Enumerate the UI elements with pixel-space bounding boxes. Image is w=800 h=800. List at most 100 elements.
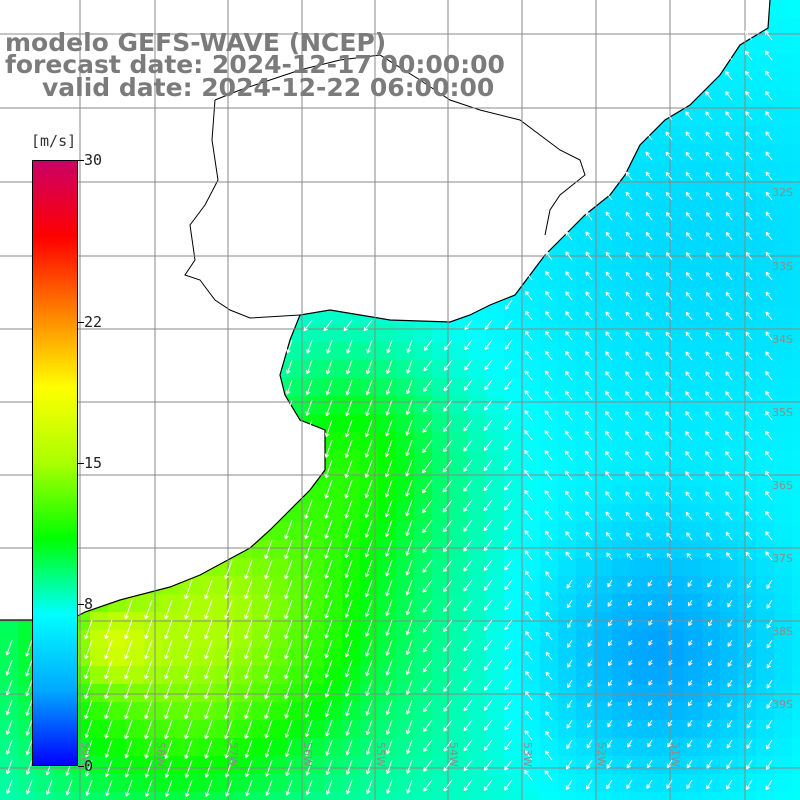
wind-arrow <box>344 479 353 499</box>
wind-speed-cell <box>252 576 271 595</box>
wind-speed-cell <box>468 630 487 649</box>
wind-arrow <box>365 739 373 755</box>
wind-speed-cell <box>738 720 757 739</box>
wind-speed-cell <box>306 522 325 541</box>
wind-speed-cell <box>252 648 271 667</box>
wind-arrow <box>645 291 653 301</box>
wind-speed-cell <box>360 594 379 613</box>
wind-speed-cell <box>522 648 541 667</box>
wind-arrow <box>605 351 613 361</box>
wind-speed-cell <box>36 774 55 793</box>
wind-arrow <box>65 779 73 796</box>
wind-speed-cell <box>144 738 163 757</box>
wind-arrow <box>645 351 653 361</box>
wind-arrow <box>746 759 753 770</box>
wind-arrow <box>184 679 193 700</box>
wind-arrow <box>725 252 733 261</box>
wind-arrow <box>727 619 733 628</box>
wind-speed-cell <box>720 252 739 271</box>
wind-arrow <box>745 231 753 241</box>
wind-speed-cell <box>486 558 505 577</box>
wind-arrow <box>264 679 273 700</box>
wind-speed-cell <box>144 594 163 613</box>
wind-arrow <box>667 579 673 587</box>
wind-arrow <box>524 350 533 361</box>
wind-arrow <box>344 619 353 638</box>
wind-arrow <box>124 699 133 720</box>
wind-speed-cell <box>486 396 505 415</box>
wind-arrow <box>204 639 213 660</box>
wind-speed-cell <box>738 378 757 397</box>
wind-speed-cell <box>594 378 613 397</box>
wind-arrow <box>443 719 453 732</box>
wind-arrow <box>745 191 753 201</box>
wind-speed-cell <box>684 252 703 271</box>
wind-arrow <box>585 331 593 341</box>
wind-arrow <box>504 719 513 731</box>
wind-arrow <box>124 619 133 640</box>
wind-arrow <box>385 639 393 656</box>
wind-arrow <box>685 311 693 321</box>
wind-speed-cell <box>594 342 613 361</box>
wind-speed-cell <box>180 666 199 685</box>
wind-speed-cell <box>306 324 325 343</box>
wind-arrow <box>384 499 393 518</box>
wind-speed-cell <box>648 414 667 433</box>
wind-arrow <box>524 570 533 581</box>
wind-speed-cell <box>576 720 595 739</box>
wind-speed-cell <box>702 756 721 775</box>
wind-arrow <box>687 719 693 727</box>
wind-arrow <box>564 450 573 461</box>
wind-speed-cell <box>108 738 127 757</box>
wind-speed-cell <box>630 162 649 181</box>
wind-speed-cell <box>396 774 415 793</box>
wind-arrow <box>706 739 713 748</box>
wind-arrow <box>305 779 313 796</box>
wind-speed-cell <box>756 486 775 505</box>
wind-speed-cell <box>594 630 613 649</box>
wind-arrow <box>745 779 753 790</box>
wind-speed-cell <box>324 504 343 523</box>
wind-arrow <box>303 319 313 332</box>
wind-arrow <box>725 70 733 81</box>
wind-speed-cell <box>612 270 631 289</box>
wind-arrow <box>84 679 93 700</box>
wind-speed-cell <box>648 378 667 397</box>
wind-speed-cell <box>396 702 415 721</box>
wind-speed-cell <box>774 270 793 289</box>
wind-arrow <box>385 739 393 755</box>
wind-speed-cell <box>306 378 325 397</box>
wind-arrow <box>725 450 733 461</box>
wind-arrow <box>345 759 353 775</box>
wind-speed-cell <box>594 252 613 271</box>
wind-speed-cell <box>630 540 649 559</box>
wind-speed-cell <box>360 504 379 523</box>
wind-arrow <box>463 779 473 792</box>
wind-arrow <box>422 499 433 514</box>
wind-arrow <box>667 739 673 748</box>
wind-speed-cell <box>288 630 307 649</box>
wind-arrow <box>766 659 773 669</box>
wind-arrow <box>765 311 773 321</box>
wind-speed-cell <box>612 234 631 253</box>
wind-speed-cell <box>522 774 541 793</box>
wind-speed-cell <box>720 234 739 253</box>
wind-arrow <box>645 491 653 501</box>
wind-speed-cell <box>414 756 433 775</box>
wind-arrow <box>665 511 673 521</box>
wind-speed-cell <box>558 468 577 487</box>
wind-speed-cell <box>576 666 595 685</box>
wind-speed-cell <box>522 342 541 361</box>
wind-arrow <box>668 599 673 607</box>
wind-arrow <box>525 630 533 641</box>
wind-speed-cell <box>396 594 415 613</box>
wind-arrow <box>442 519 453 533</box>
wind-arrow <box>422 419 433 433</box>
wind-arrow <box>745 171 753 181</box>
wind-arrow <box>385 539 393 557</box>
wind-arrow <box>524 449 533 461</box>
wind-speed-cell <box>702 342 721 361</box>
wind-arrow <box>184 719 193 740</box>
wind-arrow <box>325 719 333 737</box>
wind-arrow <box>483 719 493 731</box>
